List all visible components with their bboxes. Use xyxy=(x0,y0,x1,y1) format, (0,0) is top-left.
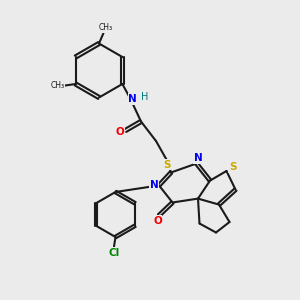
Text: O: O xyxy=(116,127,124,137)
Text: H: H xyxy=(141,92,148,102)
Text: N: N xyxy=(149,180,158,190)
Text: CH₃: CH₃ xyxy=(98,23,113,32)
Text: N: N xyxy=(194,153,202,163)
Text: N: N xyxy=(150,180,159,190)
Text: S: S xyxy=(163,160,170,170)
Text: CH₃: CH₃ xyxy=(51,81,65,90)
Text: N: N xyxy=(128,94,137,104)
Text: S: S xyxy=(229,162,236,172)
Text: O: O xyxy=(153,216,162,226)
Text: Cl: Cl xyxy=(108,248,120,258)
